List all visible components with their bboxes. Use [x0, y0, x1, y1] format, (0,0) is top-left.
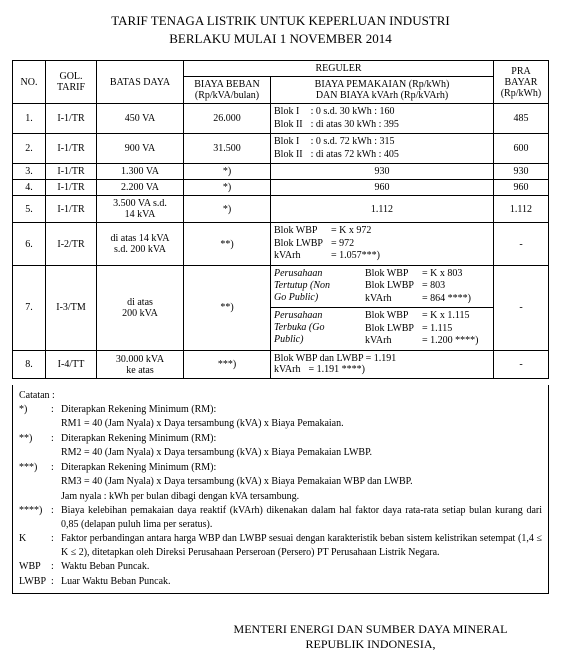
table-row: 1. I-1/TR 450 VA 26.000 Blok I: 0 s.d. 3…: [13, 104, 549, 134]
document-title: TARIF TENAGA LISTRIK UNTUK KEPERLUAN IND…: [12, 12, 549, 48]
th-beban: BIAYA BEBAN (Rp/kVA/bulan): [184, 77, 271, 104]
th-prabayar: PRA BAYAR (Rp/kWh): [494, 61, 549, 104]
table-row: 2. I-1/TR 900 VA 31.500 Blok I: 0 s.d. 7…: [13, 134, 549, 164]
table-row: 7. I-3/TM di atas 200 kVA **) Perusahaan…: [13, 265, 549, 308]
th-no: NO.: [13, 61, 46, 104]
th-pemakaian: BIAYA PEMAKAIAN (Rp/kWh) DAN BIAYA kVArh…: [271, 77, 494, 104]
th-reguler: REGULER: [184, 61, 494, 77]
th-batas: BATAS DAYA: [97, 61, 184, 104]
signature-block: MENTERI ENERGI DAN SUMBER DAYA MINERAL R…: [192, 622, 549, 652]
title-line1: TARIF TENAGA LISTRIK UNTUK KEPERLUAN IND…: [111, 13, 450, 28]
th-gol: GOL. TARIF: [46, 61, 97, 104]
sign-line2: REPUBLIK INDONESIA,: [306, 637, 436, 651]
sign-line1: MENTERI ENERGI DAN SUMBER DAYA MINERAL: [234, 622, 508, 636]
table-row: 6. I-2/TR di atas 14 kVA s.d. 200 kVA **…: [13, 223, 549, 266]
table-row: 8. I-4/TT 30.000 kVA ke atas ***) Blok W…: [13, 350, 549, 379]
notes-block: Catatan : *):Diterapkan Rekening Minimum…: [12, 385, 549, 594]
table-row: 5. I-1/TR 3.500 VA s.d. 14 kVA *) 1.112 …: [13, 196, 549, 223]
table-row: 4. I-1/TR 2.200 VA *) 960 960: [13, 180, 549, 196]
title-line2: BERLAKU MULAI 1 NOVEMBER 2014: [169, 31, 391, 46]
tarif-table: NO. GOL. TARIF BATAS DAYA REGULER PRA BA…: [12, 60, 549, 379]
notes-heading: Catatan :: [19, 389, 542, 403]
table-row: 3. I-1/TR 1.300 VA *) 930 930: [13, 164, 549, 180]
